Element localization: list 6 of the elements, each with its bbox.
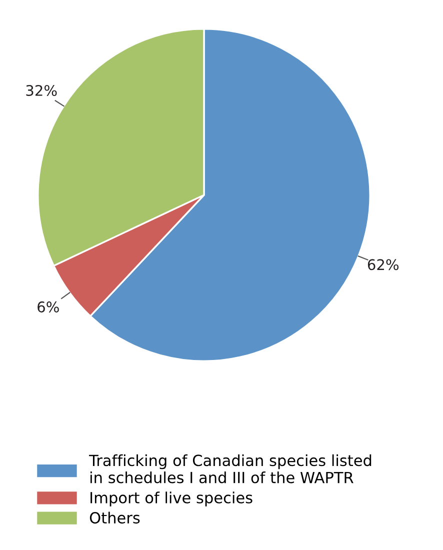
data-label: 6% (38, 301, 59, 312)
legend-label: Others (90, 512, 140, 524)
legend-label: Trafficking of Canadian species listed in schedules I and III of the WAPTR (89, 454, 372, 484)
legend-label: Import of live species (90, 492, 252, 506)
data-label: 32% (26, 84, 57, 96)
data-label: 62% (368, 259, 399, 270)
